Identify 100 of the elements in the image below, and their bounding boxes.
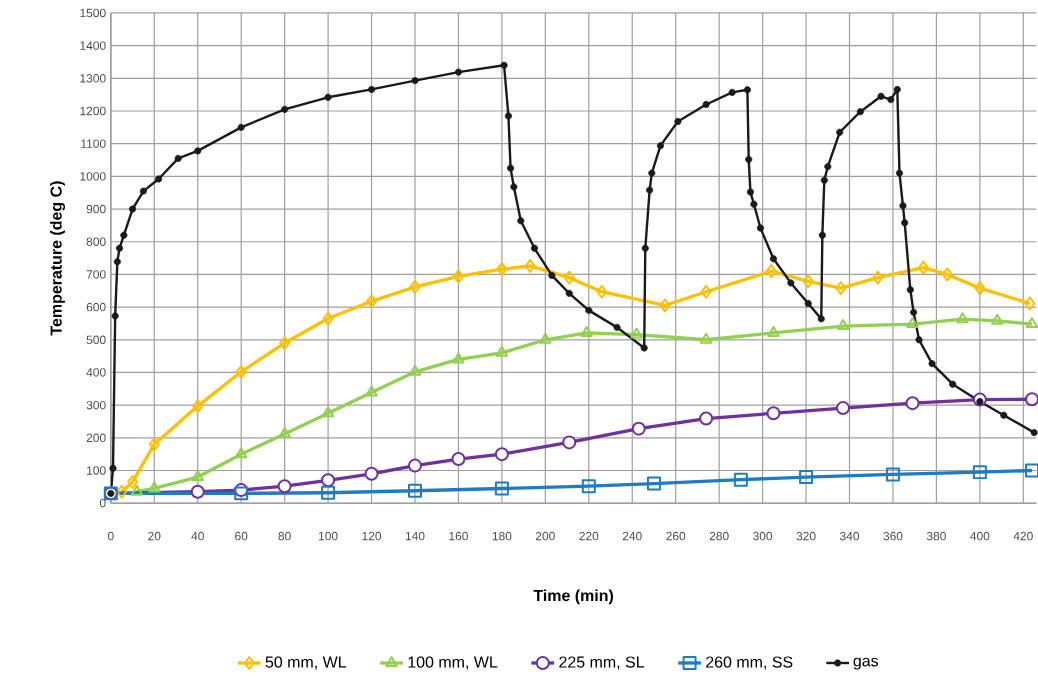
legend-label: 260 mm, SS bbox=[706, 656, 793, 670]
y-tick-label: 1300 bbox=[80, 74, 106, 83]
y-tick-label: 1000 bbox=[80, 172, 106, 181]
x-tick-label: 220 bbox=[579, 531, 599, 541]
point bbox=[799, 470, 814, 485]
y-tick-label: 1200 bbox=[80, 106, 106, 116]
point bbox=[941, 267, 953, 282]
legend-label: 100 mm, WL bbox=[408, 656, 498, 670]
point bbox=[835, 281, 847, 296]
point bbox=[366, 294, 378, 309]
x-tick-label: 420 bbox=[1013, 531, 1033, 541]
y-tick-label: 500 bbox=[86, 335, 106, 345]
y-axis-title: Temperature (deg C) bbox=[50, 181, 66, 336]
y-tick-label: 0 bbox=[99, 498, 106, 508]
x-tick-label: 340 bbox=[839, 531, 860, 541]
point bbox=[699, 411, 714, 426]
point bbox=[321, 406, 335, 418]
point bbox=[279, 336, 291, 351]
legend-label: 225 mm, SL bbox=[559, 656, 645, 670]
y-tick-label: 800 bbox=[86, 237, 106, 247]
x-tick-label: 360 bbox=[883, 531, 903, 541]
point bbox=[1025, 317, 1038, 329]
x-axis-title: Time (min) bbox=[533, 589, 614, 605]
point bbox=[190, 484, 205, 499]
point bbox=[321, 485, 336, 500]
x-tick-label: 260 bbox=[666, 531, 686, 541]
point bbox=[192, 399, 204, 414]
x-tick-label: 160 bbox=[449, 531, 468, 541]
point bbox=[630, 327, 643, 339]
point bbox=[539, 332, 552, 344]
point bbox=[496, 262, 508, 277]
point bbox=[733, 472, 748, 487]
point bbox=[767, 325, 780, 337]
point bbox=[127, 475, 139, 489]
x-tick-label: 20 bbox=[148, 531, 161, 541]
legend-label: 50 mm, WL bbox=[265, 656, 347, 670]
point bbox=[494, 481, 509, 496]
x-tick-label: 80 bbox=[278, 531, 291, 541]
point bbox=[148, 481, 161, 493]
y-tick-label: 700 bbox=[86, 270, 106, 279]
point bbox=[235, 447, 248, 459]
point bbox=[580, 325, 593, 337]
point bbox=[452, 352, 465, 364]
x-tick-label: 280 bbox=[709, 531, 729, 541]
y-tick-label: 300 bbox=[86, 400, 106, 410]
point bbox=[452, 269, 464, 284]
point bbox=[956, 312, 969, 324]
point bbox=[766, 406, 781, 421]
point bbox=[321, 473, 336, 488]
x-tick-label: 380 bbox=[926, 531, 946, 541]
y-tick-label: 1100 bbox=[81, 139, 106, 148]
y-tick-label: 1500 bbox=[80, 8, 106, 18]
point bbox=[885, 467, 900, 482]
point bbox=[596, 284, 608, 299]
point bbox=[562, 435, 577, 450]
x-tick-label: 140 bbox=[405, 531, 425, 541]
point bbox=[409, 279, 421, 294]
point bbox=[917, 260, 929, 275]
point bbox=[364, 466, 379, 481]
point bbox=[631, 421, 646, 436]
x-tick-label: 60 bbox=[235, 531, 248, 541]
y-tick-label: 600 bbox=[86, 302, 106, 312]
point bbox=[659, 298, 671, 313]
legend-label: gas bbox=[853, 657, 879, 670]
point bbox=[524, 258, 536, 273]
y-tick-label: 100 bbox=[87, 466, 106, 475]
x-tick-label: 100 bbox=[319, 531, 338, 541]
point bbox=[1024, 296, 1036, 311]
point bbox=[130, 484, 144, 496]
y-tick-label: 1400 bbox=[80, 41, 106, 50]
x-tick-label: 300 bbox=[753, 531, 773, 541]
x-tick-label: 400 bbox=[970, 531, 990, 541]
point bbox=[451, 452, 466, 467]
point bbox=[646, 476, 661, 491]
x-tick-label: 240 bbox=[622, 531, 642, 541]
point bbox=[581, 479, 596, 494]
point bbox=[494, 447, 509, 462]
x-tick-label: 180 bbox=[492, 531, 512, 541]
point bbox=[563, 270, 575, 285]
x-tick-label: 0 bbox=[107, 531, 114, 541]
point bbox=[972, 465, 987, 480]
x-tick-label: 200 bbox=[535, 531, 555, 541]
point bbox=[235, 364, 247, 379]
point bbox=[191, 470, 204, 482]
y-tick-label: 400 bbox=[86, 368, 106, 377]
point bbox=[836, 319, 850, 331]
point bbox=[408, 364, 422, 376]
point bbox=[906, 317, 919, 329]
point bbox=[802, 274, 814, 289]
point bbox=[700, 284, 712, 299]
point bbox=[836, 401, 850, 416]
point bbox=[365, 385, 378, 397]
point bbox=[872, 270, 884, 285]
point bbox=[699, 332, 713, 344]
point bbox=[116, 484, 128, 499]
y-tick-label: 200 bbox=[86, 433, 106, 443]
point bbox=[495, 345, 509, 357]
point bbox=[991, 313, 1004, 325]
point bbox=[148, 437, 160, 452]
point bbox=[765, 264, 777, 279]
